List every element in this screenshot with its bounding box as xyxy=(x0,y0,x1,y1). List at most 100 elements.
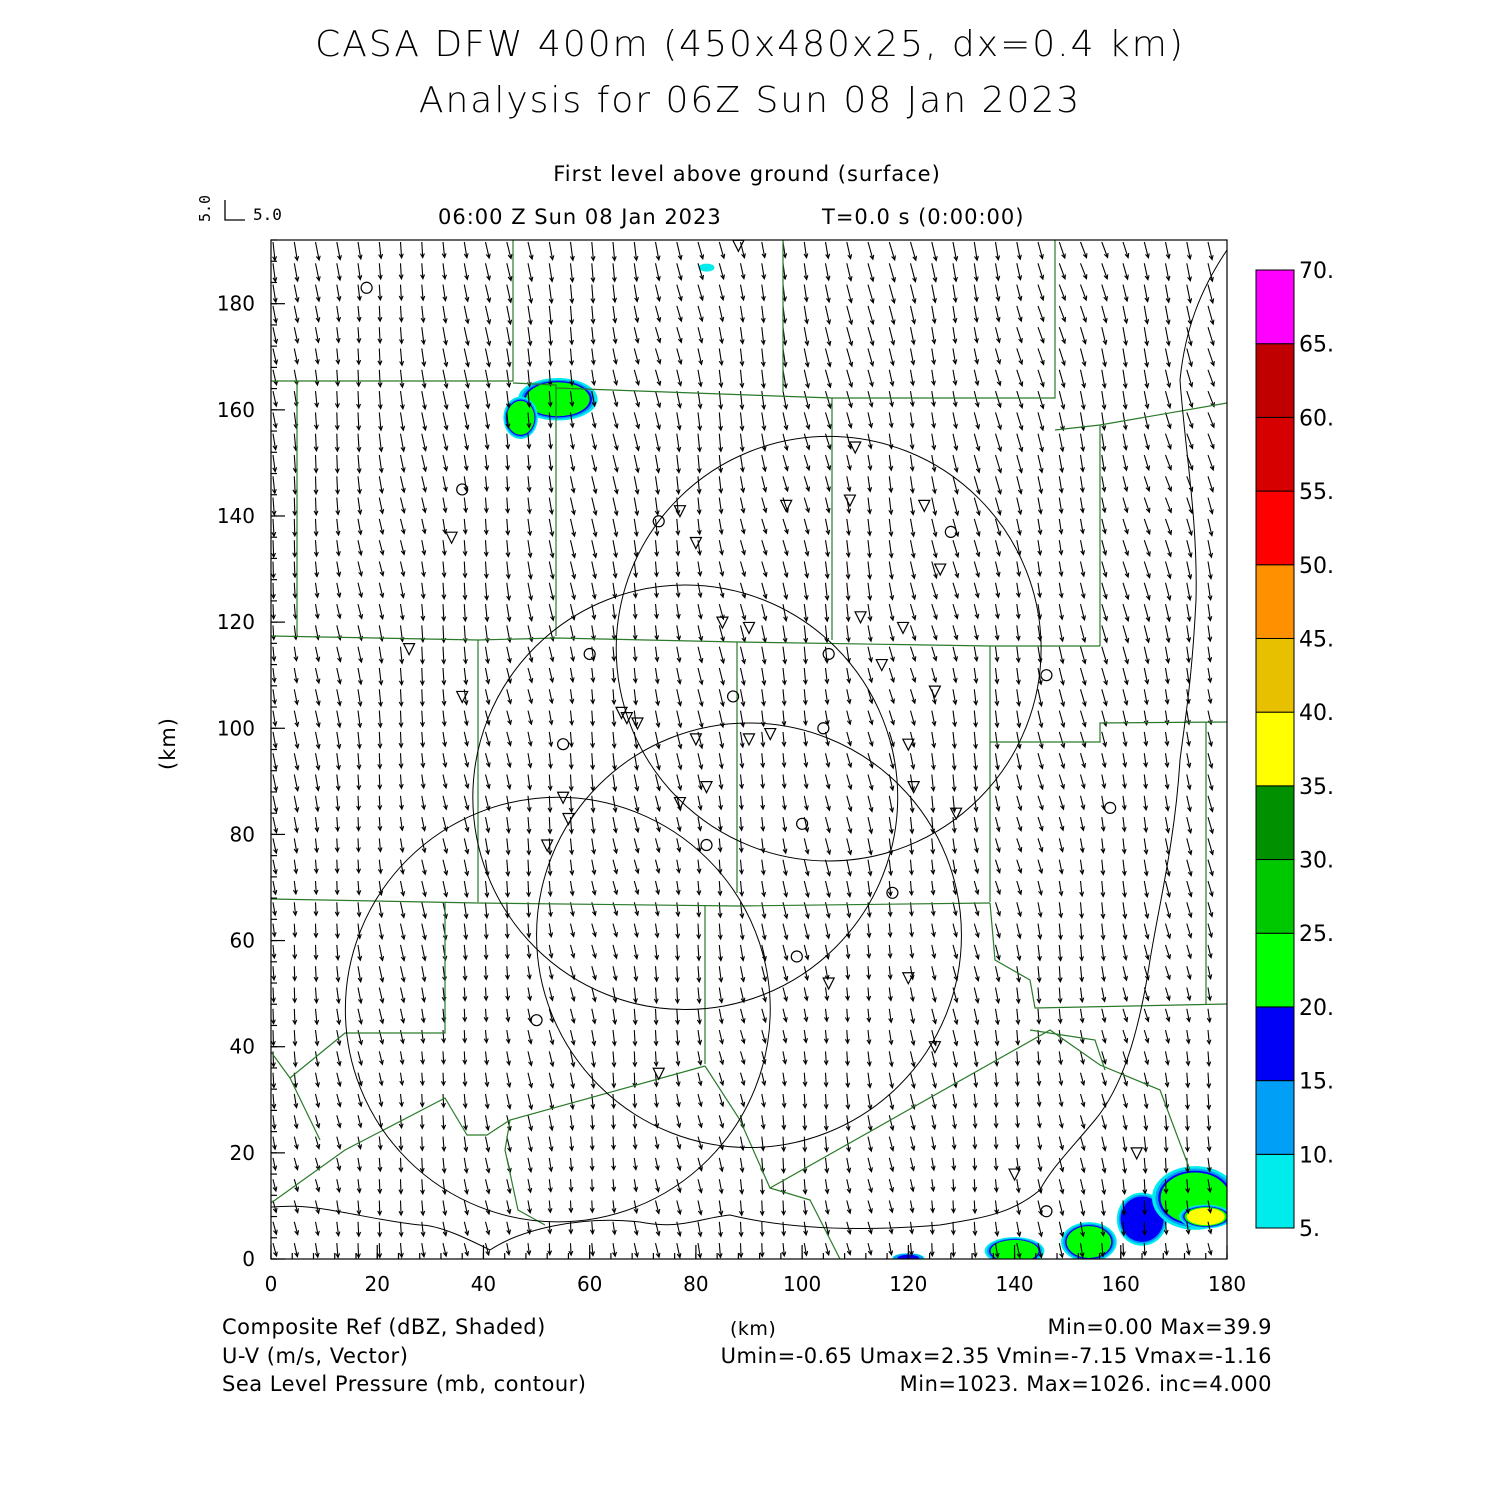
wind-vector xyxy=(505,497,511,514)
wind-vector xyxy=(612,880,619,896)
wind-vector xyxy=(568,731,574,748)
level-label: First level above ground (surface) xyxy=(553,162,941,186)
wind-vector xyxy=(931,327,937,345)
wind-vector xyxy=(802,1200,808,1216)
wind-vector xyxy=(591,923,597,938)
wind-vector xyxy=(1184,1136,1190,1153)
wind-vector xyxy=(994,582,1001,599)
wind-vector xyxy=(377,1136,383,1151)
wind-vector xyxy=(718,369,724,389)
wind-vector xyxy=(336,667,342,685)
echo-cell xyxy=(1124,1201,1160,1238)
wind-vector xyxy=(1229,924,1233,937)
wind-vector xyxy=(442,476,448,493)
wind-vector xyxy=(462,604,468,623)
wind-vector xyxy=(803,710,808,727)
valid-time-label: 06:00 Z Sun 08 Jan 2023 xyxy=(438,205,722,229)
wind-vector xyxy=(931,710,937,727)
wind-vector xyxy=(931,263,938,283)
wind-vector xyxy=(1015,646,1021,664)
wind-vector xyxy=(377,284,383,302)
wind-vector xyxy=(398,1157,404,1173)
wind-vector xyxy=(313,902,319,917)
colorbar-label: 35. xyxy=(1299,775,1334,800)
wind-vector xyxy=(888,284,896,305)
wind-vector xyxy=(888,753,895,770)
wind-vector xyxy=(781,689,787,707)
wind-vector xyxy=(782,518,789,535)
wind-vector xyxy=(1036,987,1042,1005)
wind-vector xyxy=(356,838,361,853)
wind-vector xyxy=(675,923,681,940)
wind-vector xyxy=(293,263,300,283)
wind-vector xyxy=(761,880,767,898)
wind-vector xyxy=(292,476,298,496)
wind-vector xyxy=(420,327,426,346)
wind-vector xyxy=(931,305,937,325)
wind-vector xyxy=(1101,1029,1107,1044)
wind-vector xyxy=(888,1157,895,1173)
wind-vector xyxy=(399,348,405,367)
wind-vector xyxy=(697,817,703,832)
wind-vector xyxy=(846,263,853,282)
wind-vector xyxy=(611,667,617,684)
wind-vector xyxy=(952,1093,958,1110)
wind-vector xyxy=(1164,731,1170,747)
wind-vector xyxy=(824,1242,831,1257)
wind-vector xyxy=(654,646,660,663)
wind-vector xyxy=(931,497,938,517)
wind-vector xyxy=(612,561,618,579)
wind-vector xyxy=(676,1242,682,1259)
wind-vector xyxy=(612,369,619,387)
wind-vector xyxy=(484,433,490,451)
wind-vector xyxy=(803,348,810,368)
wind-vector xyxy=(1122,902,1128,920)
station-triangle-marker xyxy=(917,499,931,513)
wind-vector xyxy=(1037,454,1044,474)
wind-vector xyxy=(1037,1242,1043,1259)
wind-vector xyxy=(1016,966,1022,983)
wind-vector xyxy=(335,369,341,387)
wind-vector xyxy=(717,838,723,853)
wind-vector xyxy=(718,1008,724,1025)
wind-vector xyxy=(866,944,872,960)
wind-vector xyxy=(1037,1157,1043,1173)
wind-vector xyxy=(654,1200,661,1215)
wind-vector xyxy=(484,369,491,389)
wind-vector xyxy=(1122,369,1128,390)
wind-vector xyxy=(1016,305,1023,323)
wind-vector xyxy=(930,880,936,896)
station-circle-marker xyxy=(557,738,570,751)
wind-vector xyxy=(1079,1072,1086,1087)
wind-vector xyxy=(994,1051,1000,1067)
wind-vector xyxy=(484,604,490,623)
wind-vector xyxy=(420,305,426,324)
wind-vector xyxy=(738,817,744,832)
wind-vector xyxy=(1164,497,1173,514)
wind-vector xyxy=(419,1072,425,1087)
wind-vector xyxy=(972,1136,978,1150)
wind-vector xyxy=(1058,603,1064,621)
wind-vector xyxy=(271,646,277,662)
wind-vector xyxy=(697,433,702,453)
wind-vector xyxy=(271,625,277,641)
wind-vector xyxy=(654,902,660,917)
y-tick-label: 120 xyxy=(217,610,255,634)
wind-vector xyxy=(760,817,766,832)
wind-vector xyxy=(1079,710,1087,728)
wind-vector xyxy=(505,859,511,877)
wind-vector xyxy=(271,1115,277,1130)
wind-vector xyxy=(909,603,917,621)
wind-vector xyxy=(718,667,725,686)
wind-vector xyxy=(314,817,320,833)
wind-vector xyxy=(378,1115,384,1129)
wind-vector xyxy=(803,582,809,601)
wind-vector xyxy=(591,582,597,600)
wind-vector xyxy=(378,540,385,556)
wind-vector xyxy=(420,1030,426,1045)
wind-vector xyxy=(633,1242,639,1259)
wind-vector xyxy=(1164,369,1172,389)
wind-vector xyxy=(356,284,362,302)
wind-vector xyxy=(505,966,510,981)
wind-vector xyxy=(313,497,319,517)
